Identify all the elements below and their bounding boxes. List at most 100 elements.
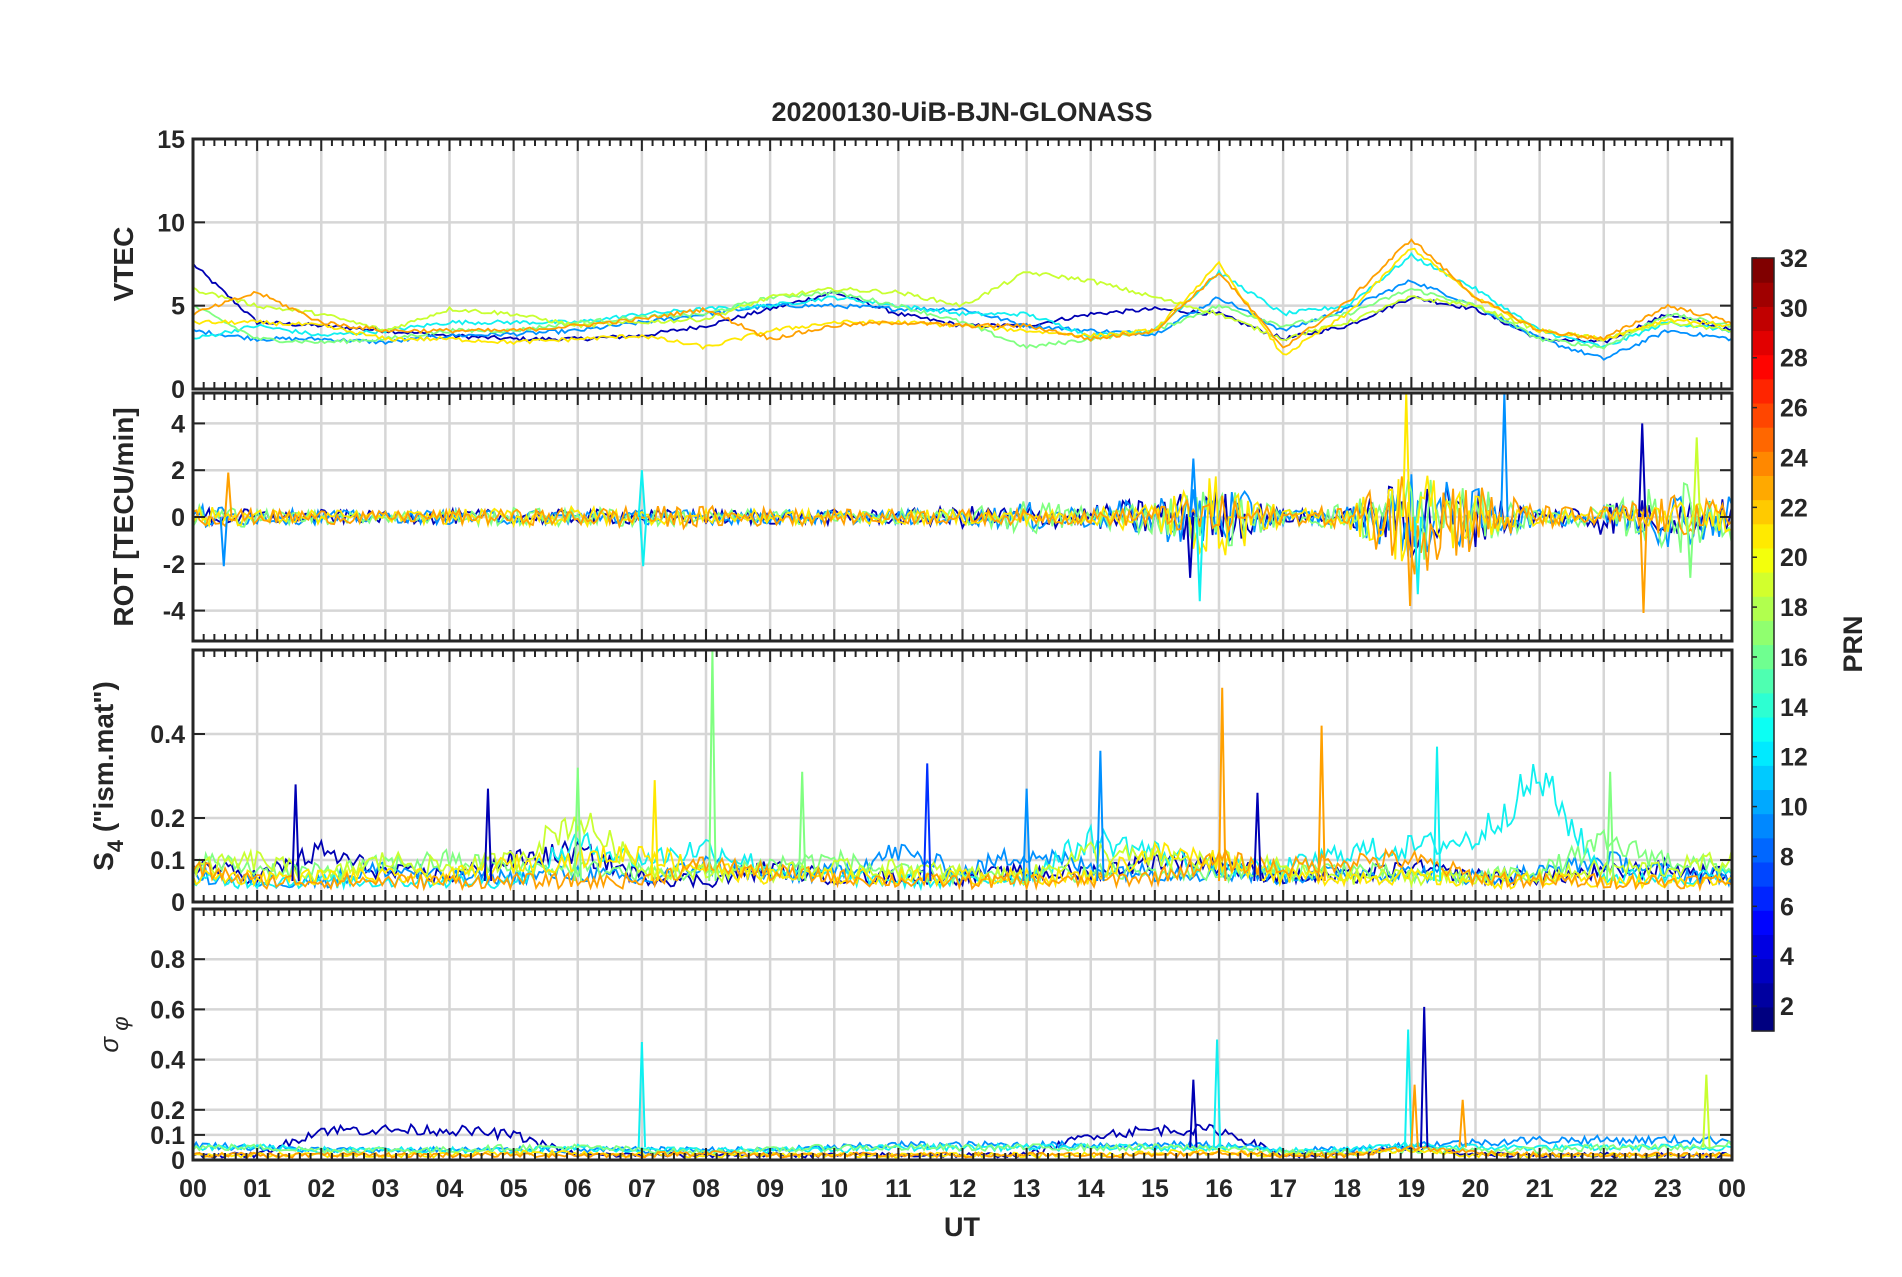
x-tick-label: 18 [1333,1175,1361,1203]
colorbar-swatch [1752,620,1774,646]
colorbar-swatch [1752,886,1774,911]
colorbar-tick-label: 4 [1780,943,1794,971]
series-line-prn-20 [193,475,1732,562]
spike-prn-13 [1403,1029,1413,1148]
spike-prn-18 [1692,437,1701,518]
y-label-main: σ [94,1036,124,1053]
x-tick-label: 06 [564,1175,592,1203]
colorbar-swatch [1752,813,1774,839]
colorbar-swatch [1752,499,1774,525]
colorbar-tick-label: 2 [1780,993,1794,1021]
y-tick-label: 0.6 [150,996,185,1024]
colorbar-swatch [1752,1006,1774,1032]
x-tick-label: 21 [1526,1175,1554,1203]
y-tick-label: 15 [157,126,185,154]
colorbar-swatch [1752,282,1774,307]
y-tick-label: -2 [163,551,185,579]
grid [191,137,1734,391]
colorbar-swatch [1752,644,1774,670]
ticks [192,909,1733,1161]
x-tick-label: 07 [628,1175,656,1203]
y-tick-label: 0.2 [150,1097,185,1125]
y-tick-label: 0 [171,889,185,917]
y-axis-label: ROT [TECU/min] [108,407,139,626]
spike-prn-22 [1218,687,1227,882]
series-line-prn-22 [193,847,1732,892]
colorbar-frame [1751,257,1775,1032]
spike-prn-16 [1686,516,1695,578]
x-tick-label: 23 [1654,1175,1682,1203]
spike-prn-9 [1189,458,1198,518]
colorbar-swatch [1752,716,1774,742]
spike-prn-16 [1605,771,1615,882]
ticks [192,138,1733,390]
colorbar-swatch [1752,475,1774,501]
colorbar-swatch [1752,837,1774,863]
y-tick-label: 0.4 [150,1047,185,1075]
spike-prn-9 [1096,750,1105,882]
colorbar-swatch [1752,982,1774,1008]
colorbar-swatch [1752,934,1774,960]
spike-prn-9 [1022,788,1031,882]
panel-3: 0 0.1 0.2 0.4 S4 ("ism.mat") [88,648,1734,917]
spike-prn-16 [797,771,807,882]
colorbar-swatch [1752,306,1774,332]
y-tick-label: -4 [163,598,185,626]
colorbar-swatch [1752,861,1774,887]
ticks [192,650,1733,903]
colorbar-tick-label: 32 [1780,245,1808,273]
spike-prn-22 [1458,1099,1467,1148]
spike-prn-22 [1410,1084,1419,1148]
colorbar-tick-label: 16 [1780,644,1808,672]
spike-prn-2 [1419,1006,1429,1148]
colorbar-swatch [1752,258,1774,283]
spike-prn-6 [923,763,932,882]
chart-title: 20200130-UiB-BJN-GLONASS [771,97,1152,127]
x-tick-label: 11 [885,1175,912,1203]
spike-prn-9 [219,516,228,567]
x-tick-label: 14 [1077,1175,1105,1203]
spike-prn-13 [637,1041,647,1148]
x-tick-label: 09 [756,1175,784,1203]
y-axis-label: VTEC [108,227,139,302]
x-tick-label: 00 [179,1175,207,1203]
colorbar-swatch [1752,765,1774,791]
x-tick-label: 12 [949,1175,977,1203]
spike-prn-20 [1402,393,1411,518]
panel-4: 00.10.2 0.4 0.6 0.8 σ φ [94,907,1734,1175]
colorbar-swatch [1752,789,1774,815]
spike-prn-16 [573,767,582,882]
colorbar-tick-label: 28 [1780,345,1808,373]
colorbar-swatch [1752,427,1774,452]
spike-prn-2 [483,788,493,882]
x-tick-labels: 00 01 02 03 04 05 06 07 08 09 10 11 12 13 14 15 16 17 18 19… [179,1175,1746,1203]
y-label-main: S [88,852,119,871]
series-group [193,238,1732,361]
spike-prn-2 [1253,792,1262,882]
colorbar-tick-label: 12 [1780,744,1808,772]
y-tick-label: 0.1 [150,1122,185,1150]
spike-prn-20 [650,780,659,882]
colorbar-swatch [1752,668,1774,694]
ticks [192,393,1733,641]
y-label-subscript: φ [108,1016,133,1036]
y-tick-label: 0 [171,504,185,532]
y-tick-label: 10 [157,209,185,237]
colorbar-swatch [1752,596,1774,621]
x-tick-label: 19 [1397,1175,1425,1203]
y-tick-label: 0.1 [150,847,185,875]
panel-2: -4 -2 0 2 4 ROT [TECU/min] [108,391,1734,643]
x-tick-label: 03 [371,1175,399,1203]
colorbar-tick-label: 6 [1780,893,1794,921]
x-tick-label: 05 [500,1175,528,1203]
colorbar-swatch [1752,741,1774,766]
spike-prn-2 [1638,423,1647,518]
colorbar-tick-label: 30 [1780,295,1808,323]
y-tick-label: 0 [171,376,185,404]
x-tick-label: 01 [243,1175,271,1203]
colorbar-swatch [1752,354,1774,380]
series-line-prn-22 [193,238,1732,349]
